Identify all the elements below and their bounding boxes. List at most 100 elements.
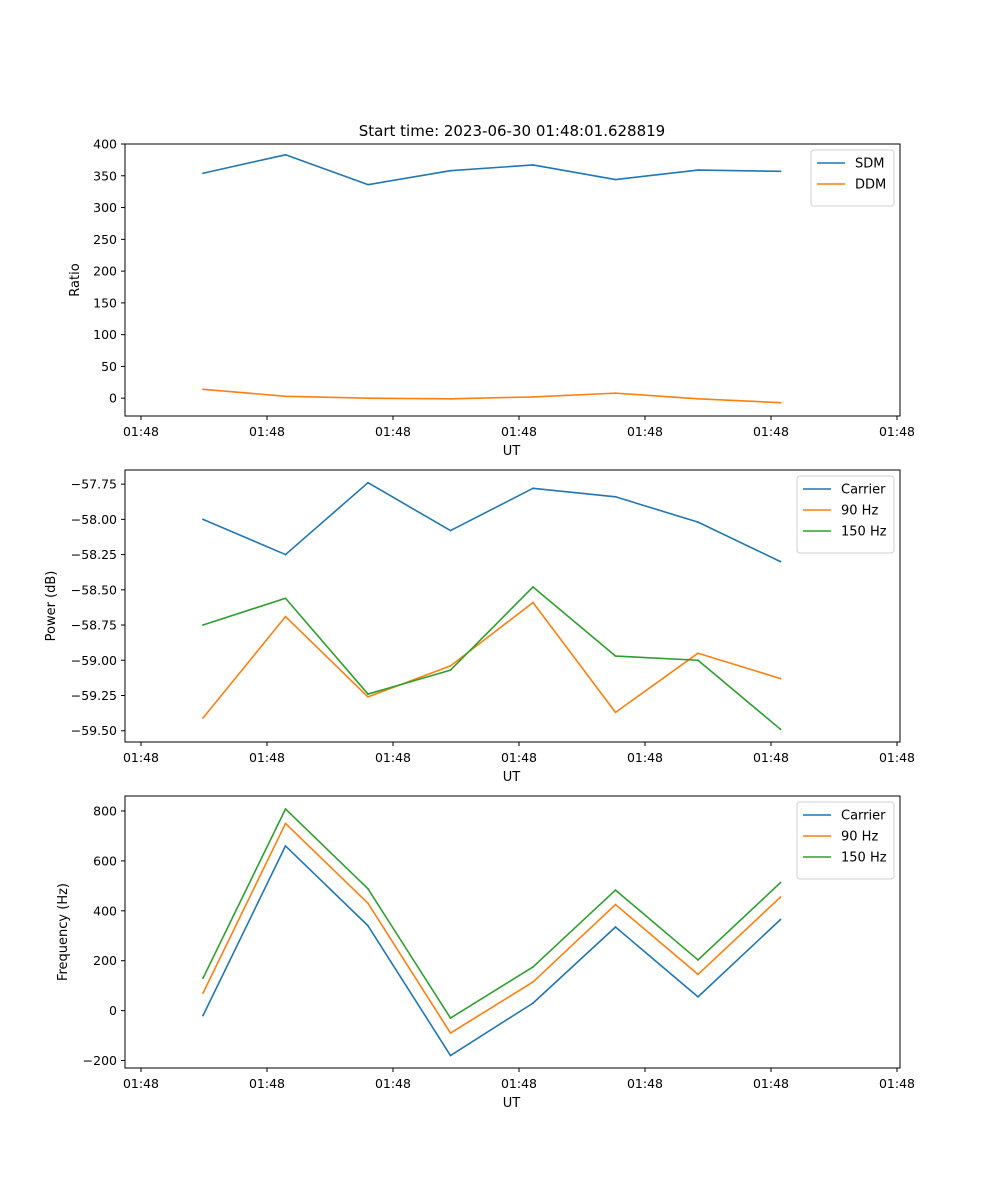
legend-box <box>810 149 895 207</box>
data-point <box>449 397 452 400</box>
y-tick-label: 100 <box>93 327 117 342</box>
legend-box <box>796 475 895 554</box>
data-point <box>202 388 204 391</box>
data-point <box>284 597 287 600</box>
data-point <box>449 669 452 672</box>
frequency-chart-panel: −200 0 200 400 600 800 01:48 01:48 01:48 01:48 01:… <box>56 795 915 1111</box>
axes-frame <box>124 143 901 417</box>
data-point <box>284 395 287 398</box>
data-point <box>367 397 369 400</box>
data-point <box>614 889 617 891</box>
data-point <box>449 1017 452 1019</box>
data-point <box>367 887 369 890</box>
x-tick-label: 01:48 <box>501 750 537 765</box>
y-axis-label: Power (dB) <box>44 571 59 642</box>
y-tick-label: 800 <box>93 803 117 818</box>
series-line-ddm <box>202 388 781 404</box>
legend-label: 90 Hz <box>841 830 878 845</box>
y-axis-label: Frequency (Hz) <box>56 883 71 981</box>
x-tick-label: 01:48 <box>879 424 915 439</box>
legend-label: DDM <box>855 178 886 193</box>
y-tick-label: −58.00 <box>71 512 117 527</box>
data-point <box>284 845 287 847</box>
data-point <box>614 903 617 906</box>
series-line-150-hz <box>202 586 782 730</box>
data-point <box>779 560 782 563</box>
data-point <box>367 693 369 695</box>
data-point <box>779 918 782 921</box>
x-tick-label: 01:48 <box>627 424 663 439</box>
data-point <box>202 977 204 980</box>
axes-frame <box>124 795 901 1069</box>
legend-label: SDM <box>855 157 884 172</box>
y-tick-label: 200 <box>93 953 117 968</box>
y-tick-label: 300 <box>93 200 117 215</box>
x-tick-label: 01:48 <box>123 424 159 439</box>
x-axis-label: UT <box>503 770 521 785</box>
y-tick-label: −58.75 <box>71 618 117 633</box>
legend-label: 150 Hz <box>841 525 887 540</box>
legend-label: Carrier <box>841 809 886 824</box>
x-tick-label: 01:48 <box>375 1076 411 1091</box>
data-point <box>614 655 617 657</box>
y-tick-label: 150 <box>93 295 117 310</box>
data-point <box>532 1002 534 1005</box>
x-tick-label: 01:48 <box>249 424 285 439</box>
data-point <box>779 401 782 404</box>
data-point <box>697 959 699 961</box>
data-point <box>697 659 699 662</box>
data-point <box>779 896 782 898</box>
series-line-carrier <box>202 845 782 1057</box>
data-point <box>202 172 204 175</box>
x-tick-label: 01:48 <box>249 750 285 765</box>
series-line-sdm <box>202 154 781 186</box>
power-chart-panel: −59.50 −59.25 −59.00 −58.75 −58.50 −58.25 −58.… <box>44 469 915 785</box>
data-point <box>697 521 699 524</box>
series-line-90-hz <box>202 601 781 719</box>
y-tick-label: −58.25 <box>71 547 117 562</box>
data-point <box>532 981 534 983</box>
x-tick-label: 01:48 <box>627 750 663 765</box>
data-point <box>449 529 452 532</box>
x-tick-label: 01:48 <box>375 424 411 439</box>
data-point <box>202 518 204 521</box>
data-point <box>532 586 534 588</box>
data-point <box>367 924 369 927</box>
y-tick-label: 600 <box>93 853 117 868</box>
data-point <box>202 624 204 626</box>
data-point <box>779 677 782 680</box>
y-tick-label: −58.50 <box>71 582 117 597</box>
data-point <box>697 995 699 998</box>
data-point <box>697 973 699 976</box>
data-point <box>367 481 369 484</box>
x-tick-label: 01:48 <box>249 1076 285 1091</box>
legend-label: 150 Hz <box>841 851 887 866</box>
legend-box <box>796 801 895 880</box>
series-line-90-hz <box>202 822 782 1034</box>
data-point <box>284 808 287 810</box>
x-axis-label: UT <box>503 1096 521 1111</box>
data-point <box>779 881 782 884</box>
y-tick-label: 200 <box>93 264 117 279</box>
data-point <box>614 392 617 395</box>
x-tick-label: 01:48 <box>753 424 789 439</box>
data-point <box>697 397 699 400</box>
data-point <box>532 396 534 398</box>
data-point <box>202 1014 204 1017</box>
legend-label: Carrier <box>841 483 886 498</box>
ratio-chart-panel: 0 50 100 150 200 250 300 350 400 01:48 01:48 01:48 0… <box>68 137 915 460</box>
data-point <box>449 169 452 172</box>
data-point <box>614 711 617 714</box>
data-point <box>532 164 534 166</box>
x-tick-label: 01:48 <box>123 1076 159 1091</box>
data-point <box>697 652 699 655</box>
data-point <box>532 487 534 490</box>
x-axis-label: UT <box>503 444 521 459</box>
data-point <box>284 615 287 618</box>
x-tick-label: 01:48 <box>879 1076 915 1091</box>
y-tick-label: 400 <box>93 903 117 918</box>
x-tick-label: 01:48 <box>627 1076 663 1091</box>
y-tick-label: 250 <box>93 232 117 247</box>
series-line-150-hz <box>202 808 782 1019</box>
